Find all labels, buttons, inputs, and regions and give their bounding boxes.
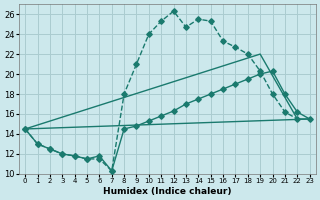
- X-axis label: Humidex (Indice chaleur): Humidex (Indice chaleur): [103, 187, 232, 196]
